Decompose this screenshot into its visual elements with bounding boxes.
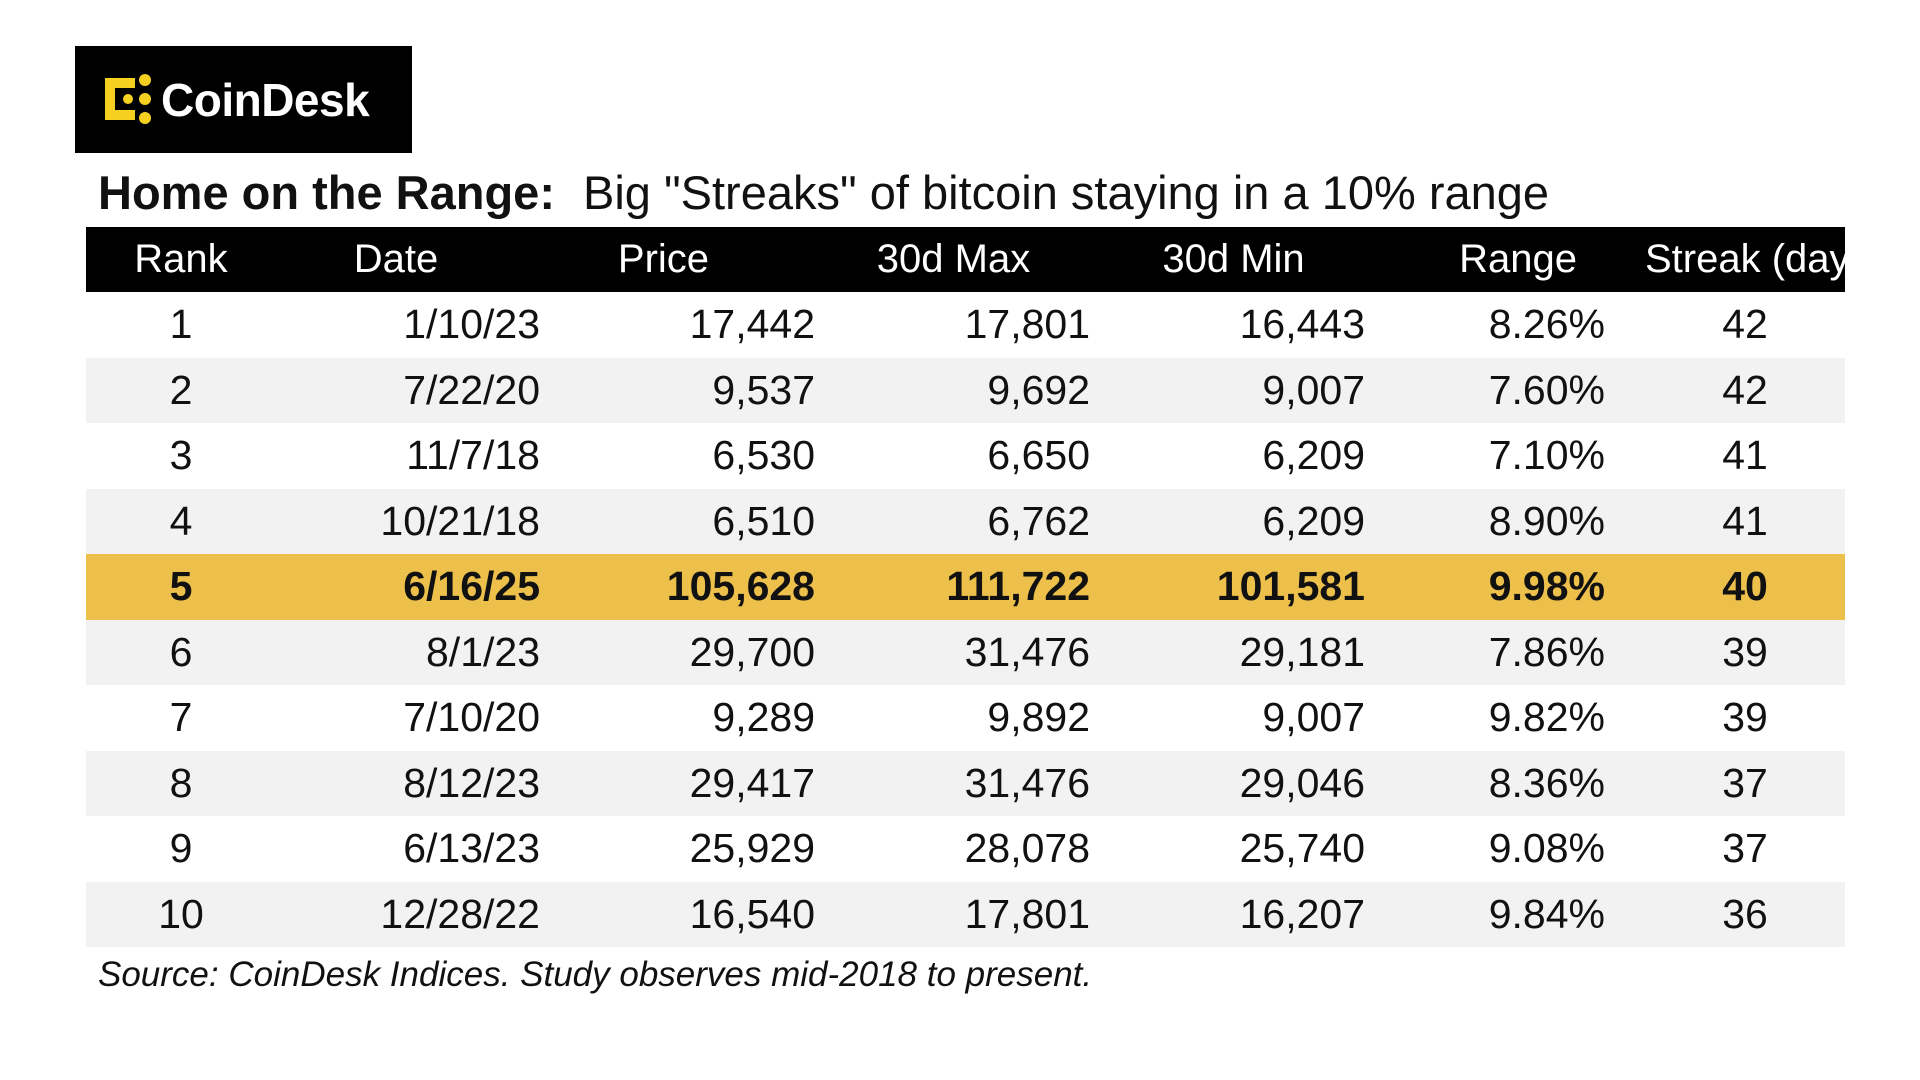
column-header-price: Price <box>546 227 821 292</box>
cell-price: 105,628 <box>546 554 821 620</box>
cell-range: 7.60% <box>1371 357 1645 423</box>
page-title: Home on the Range: Big "Streaks" of bitc… <box>98 162 1549 222</box>
cell-price: 17,442 <box>546 292 821 358</box>
cell-range: 9.08% <box>1371 816 1645 882</box>
cell-streak: 39 <box>1645 685 1845 751</box>
column-header-date: Date <box>276 227 546 292</box>
cell-30d-min: 6,209 <box>1096 488 1371 554</box>
cell-rank: 5 <box>86 554 276 620</box>
cell-range: 8.90% <box>1371 488 1645 554</box>
table-header-row: Rank Date Price 30d Max 30d Min Range St… <box>86 227 1883 292</box>
column-header-streak: Streak (days) <box>1645 227 1883 292</box>
cell-streak: 42 <box>1645 357 1845 423</box>
column-header-30d-min: 30d Min <box>1096 227 1371 292</box>
title-bold: Home on the Range: <box>98 165 555 219</box>
cell-30d-max: 9,892 <box>821 685 1096 751</box>
cell-30d-max: 111,722 <box>821 554 1096 620</box>
cell-30d-max: 9,692 <box>821 357 1096 423</box>
cell-30d-max: 28,078 <box>821 816 1096 882</box>
brand-name: CoinDesk <box>161 73 370 126</box>
cell-rank: 1 <box>86 292 276 358</box>
cell-range: 7.10% <box>1371 423 1645 489</box>
cell-date: 8/1/23 <box>276 619 546 685</box>
cell-rank: 3 <box>86 423 276 489</box>
cell-streak: 39 <box>1645 619 1845 685</box>
cell-30d-max: 6,762 <box>821 488 1096 554</box>
cell-30d-max: 17,801 <box>821 292 1096 358</box>
cell-streak: 37 <box>1645 816 1845 882</box>
table-body: 1 1/10/23 17,442 17,801 16,443 8.26% 42 2 7/22/2… <box>86 292 1845 947</box>
column-header-30d-max: 30d Max <box>821 227 1096 292</box>
cell-price: 25,929 <box>546 816 821 882</box>
cell-30d-max: 31,476 <box>821 750 1096 816</box>
cell-price: 6,530 <box>546 423 821 489</box>
cell-price: 9,289 <box>546 685 821 751</box>
table-row: 7 7/10/20 9,289 9,892 9,007 9.82% 39 <box>86 685 1845 751</box>
table-row: 4 10/21/18 6,510 6,762 6,209 8.90% 41 <box>86 488 1845 554</box>
title-rest: Big "Streaks" of bitcoin staying in a 10… <box>582 165 1550 219</box>
coindesk-logo-icon <box>105 74 151 124</box>
cell-streak: 37 <box>1645 750 1845 816</box>
cell-30d-min: 101,581 <box>1096 554 1371 620</box>
cell-price: 29,700 <box>546 619 821 685</box>
cell-30d-min: 16,207 <box>1096 881 1371 947</box>
cell-date: 8/12/23 <box>276 750 546 816</box>
cell-rank: 9 <box>86 816 276 882</box>
cell-rank: 4 <box>86 488 276 554</box>
cell-streak: 36 <box>1645 881 1845 947</box>
table-row: 10 12/28/22 16,540 17,801 16,207 9.84% 36 <box>86 881 1845 947</box>
cell-30d-min: 29,181 <box>1096 619 1371 685</box>
cell-range: 8.36% <box>1371 750 1645 816</box>
cell-price: 6,510 <box>546 488 821 554</box>
cell-30d-min: 9,007 <box>1096 685 1371 751</box>
cell-range: 9.82% <box>1371 685 1645 751</box>
cell-range: 7.86% <box>1371 619 1645 685</box>
cell-30d-max: 6,650 <box>821 423 1096 489</box>
table-row: 1 1/10/23 17,442 17,801 16,443 8.26% 42 <box>86 292 1845 358</box>
cell-rank: 8 <box>86 750 276 816</box>
cell-date: 1/10/23 <box>276 292 546 358</box>
cell-rank: 7 <box>86 685 276 751</box>
cell-price: 9,537 <box>546 357 821 423</box>
column-header-rank: Rank <box>86 227 276 292</box>
cell-30d-min: 25,740 <box>1096 816 1371 882</box>
cell-30d-max: 31,476 <box>821 619 1096 685</box>
cell-date: 6/16/25 <box>276 554 546 620</box>
cell-rank: 6 <box>86 619 276 685</box>
cell-date: 6/13/23 <box>276 816 546 882</box>
table-row: 6 8/1/23 29,700 31,476 29,181 7.86% 39 <box>86 619 1845 685</box>
cell-range: 9.98% <box>1371 554 1645 620</box>
cell-date: 10/21/18 <box>276 488 546 554</box>
cell-30d-min: 6,209 <box>1096 423 1371 489</box>
cell-date: 12/28/22 <box>276 881 546 947</box>
cell-date: 7/10/20 <box>276 685 546 751</box>
cell-range: 8.26% <box>1371 292 1645 358</box>
cell-price: 29,417 <box>546 750 821 816</box>
cell-rank: 10 <box>86 881 276 947</box>
cell-date: 7/22/20 <box>276 357 546 423</box>
source-note: Source: CoinDesk Indices. Study observes… <box>98 955 1093 994</box>
column-header-range: Range <box>1371 227 1645 292</box>
cell-30d-min: 29,046 <box>1096 750 1371 816</box>
table-row: 2 7/22/20 9,537 9,692 9,007 7.60% 42 <box>86 357 1845 423</box>
cell-30d-min: 16,443 <box>1096 292 1371 358</box>
table-row: 9 6/13/23 25,929 28,078 25,740 9.08% 37 <box>86 816 1845 882</box>
cell-streak: 42 <box>1645 292 1845 358</box>
table-row: 5 6/16/25 105,628 111,722 101,581 9.98% 40 <box>86 554 1845 620</box>
cell-date: 11/7/18 <box>276 423 546 489</box>
table-row: 8 8/12/23 29,417 31,476 29,046 8.36% 37 <box>86 750 1845 816</box>
cell-30d-max: 17,801 <box>821 881 1096 947</box>
cell-streak: 41 <box>1645 423 1845 489</box>
cell-price: 16,540 <box>546 881 821 947</box>
coindesk-logo: CoinDesk <box>75 46 412 153</box>
cell-30d-min: 9,007 <box>1096 357 1371 423</box>
cell-rank: 2 <box>86 357 276 423</box>
cell-range: 9.84% <box>1371 881 1645 947</box>
streaks-table: Rank Date Price 30d Max 30d Min Range St… <box>86 227 1883 947</box>
cell-streak: 40 <box>1645 554 1845 620</box>
cell-streak: 41 <box>1645 488 1845 554</box>
table-row: 3 11/7/18 6,530 6,650 6,209 7.10% 41 <box>86 423 1845 489</box>
